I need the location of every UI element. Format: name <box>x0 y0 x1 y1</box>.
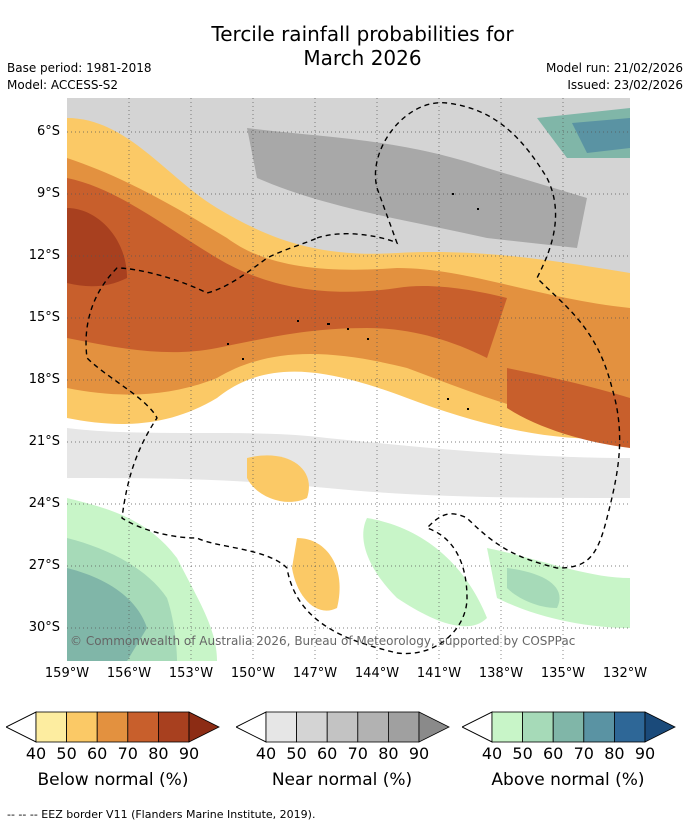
colorbar-above-tick: 70 <box>573 744 594 763</box>
colorbar-above-swatch <box>491 711 524 743</box>
colorbar-above-tick: 60 <box>543 744 564 763</box>
colorbar-near-normal <box>236 711 450 743</box>
model-run: Model run: 21/02/2026 <box>545 61 683 75</box>
colorbar-near-tick: 90 <box>408 744 430 763</box>
colorbar-title-below: Below normal (%) <box>37 770 189 790</box>
below-normal-patch <box>247 455 309 502</box>
lat-label-9s: 9°S <box>36 186 60 201</box>
above-normal-south-central <box>363 518 487 627</box>
colorbar-below-swatch <box>127 711 159 743</box>
issued-date: Issued: 23/02/2026 <box>567 78 683 92</box>
title-line-2: March 2026 <box>303 46 422 70</box>
colorbar-below-swatch <box>157 711 190 743</box>
lon-label-150w: 150°W <box>230 666 276 681</box>
model-name: Model: ACCESS-S2 <box>7 78 119 92</box>
lon-label-141w: 141°W <box>416 666 462 681</box>
lon-label-138w: 138°W <box>478 666 524 681</box>
base-period: Base period: 1981-2018 <box>7 61 152 75</box>
colorbar-above-tick: 40 <box>481 744 503 763</box>
below-normal-60 <box>67 158 630 420</box>
colorbar-above-tick: 90 <box>634 744 656 763</box>
colorbar-below-swatch <box>66 711 98 743</box>
above-normal-ne-dark <box>572 118 630 153</box>
colorbar-title-near: Near normal (%) <box>271 770 413 790</box>
lat-label-30s: 30°S <box>28 620 60 635</box>
lat-label-15s: 15°S <box>28 310 60 325</box>
lat-label-27s: 27°S <box>28 558 60 573</box>
colorbar-below-normal <box>6 711 220 743</box>
colorbar-above-swatch <box>583 711 615 743</box>
colorbar-below-swatch <box>96 711 129 743</box>
lon-label-159w: 159°W <box>44 666 90 681</box>
colorbar-above-swatch <box>613 711 646 743</box>
colorbar-above-tick: 80 <box>604 744 625 763</box>
lon-label-132w: 132°W <box>602 666 648 681</box>
lon-label-156w: 156°W <box>106 666 152 681</box>
colorbar-near-extend <box>418 711 450 743</box>
lon-label-153w: 153°W <box>168 666 214 681</box>
below-normal-patch-2 <box>292 538 340 611</box>
title-line-1: Tercile rainfall probabilities for <box>211 22 514 46</box>
colorbar-near-tick: 70 <box>347 744 368 763</box>
lon-label-147w: 147°W <box>292 666 338 681</box>
colorbar-above-tick: 50 <box>512 744 533 763</box>
meta-left: Base period: 1981-2018 Model: ACCESS-S2 <box>7 60 152 94</box>
near-normal-dark-core <box>247 128 587 248</box>
colorbar-near-tick: 40 <box>255 744 277 763</box>
colorbar-near-swatch <box>326 711 359 743</box>
colorbar-near-swatch <box>357 711 389 743</box>
colorbar-near-tick: 50 <box>286 744 307 763</box>
colorbar-below-tick: 90 <box>178 744 200 763</box>
lat-label-12s: 12°S <box>28 248 60 263</box>
lon-label-144w: 144°W <box>354 666 400 681</box>
colorbar-near-tick: 80 <box>378 744 399 763</box>
eez-legend-footer: -- -- -- EEZ border V11 (Flanders Marine… <box>7 808 316 821</box>
lat-label-21s: 21°S <box>28 434 60 449</box>
lat-label-24s: 24°S <box>28 496 60 511</box>
colorbar-below-extend <box>188 711 220 743</box>
copyright-text: © Commonwealth of Australia 2026, Bureau… <box>70 634 576 648</box>
below-normal-70 <box>67 178 507 358</box>
colorbar-above-extend <box>644 711 676 743</box>
colorbar-near-swatch <box>265 711 298 743</box>
below-normal-80 <box>67 208 127 287</box>
colorbar-below-tick: 70 <box>117 744 138 763</box>
lat-label-18s: 18°S <box>28 372 60 387</box>
map-canvas <box>67 98 630 661</box>
colorbar-below-tick: 40 <box>25 744 47 763</box>
colorbar-title-above: Above normal (%) <box>491 770 645 790</box>
above-normal-sw-60 <box>67 568 147 661</box>
below-normal-east-70 <box>507 368 630 448</box>
above-normal-se-50 <box>507 568 560 608</box>
colorbar-below-tick: 50 <box>56 744 77 763</box>
colorbar-below-swatch <box>35 711 68 743</box>
colorbar-below-tick: 60 <box>87 744 108 763</box>
lon-label-135w: 135°W <box>540 666 586 681</box>
above-normal-se <box>487 548 630 628</box>
colorbar-above-swatch <box>552 711 585 743</box>
near-normal-south <box>67 428 630 498</box>
colorbar-below-tick: 80 <box>148 744 169 763</box>
colorbar-near-tick: 60 <box>317 744 338 763</box>
map-title: Tercile rainfall probabilities for March… <box>0 22 690 70</box>
lat-label-6s: 6°S <box>36 124 60 139</box>
meta-right: Model run: 21/02/2026 Issued: 23/02/2026 <box>546 60 683 94</box>
colorbar-above-normal <box>462 711 676 743</box>
colorbar-above-swatch <box>522 711 554 743</box>
colorbar-near-swatch <box>387 711 420 743</box>
colorbar-near-swatch <box>296 711 328 743</box>
island-markers <box>227 193 479 410</box>
